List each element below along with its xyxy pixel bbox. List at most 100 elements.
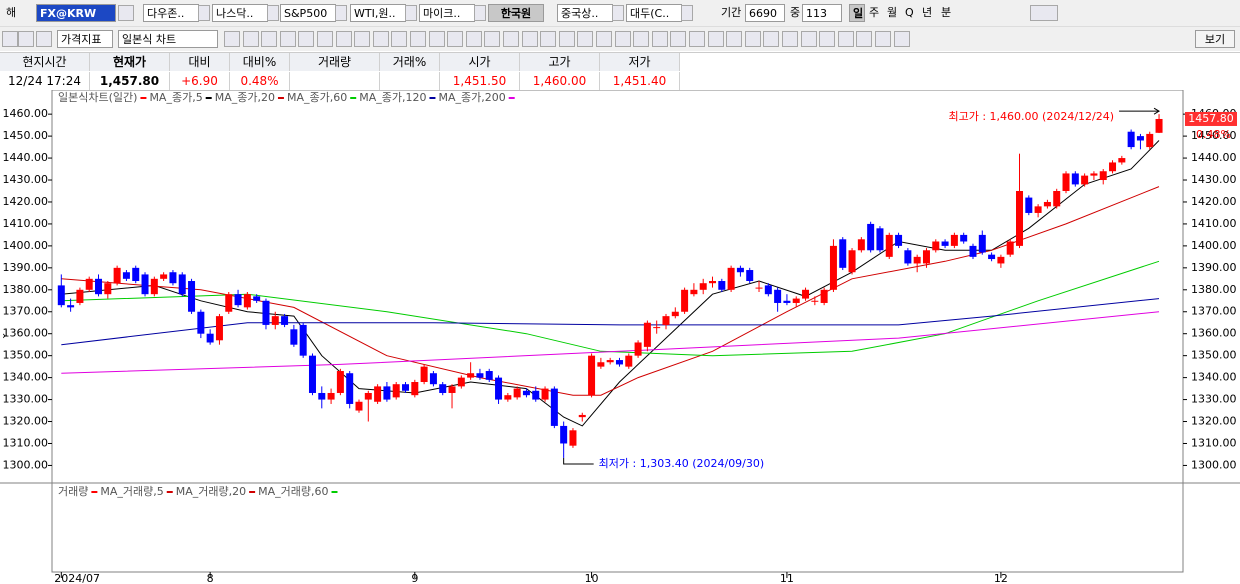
- icon-button[interactable]: [18, 31, 34, 47]
- candle-body: [355, 401, 363, 411]
- icon-button[interactable]: [726, 31, 742, 47]
- icon-button[interactable]: [391, 31, 407, 47]
- icon-button[interactable]: [2, 31, 18, 47]
- dropdown-button[interactable]: [405, 5, 417, 21]
- icon-button[interactable]: [317, 31, 333, 47]
- icon-button[interactable]: [484, 31, 500, 47]
- candle-body: [867, 223, 875, 251]
- toolbar-item[interactable]: 중: [790, 6, 801, 19]
- icon-button[interactable]: [875, 31, 891, 47]
- toolbar-item[interactable]: 일본식 차트: [118, 30, 218, 48]
- icon-button[interactable]: [280, 31, 296, 47]
- toolbar-item[interactable]: 가격지표: [57, 30, 113, 48]
- icon-button[interactable]: [447, 31, 463, 47]
- y-tick-label: 1410.00: [1191, 217, 1237, 230]
- candle-body: [829, 245, 837, 290]
- icon-button[interactable]: [801, 31, 817, 47]
- icon-button[interactable]: [856, 31, 872, 47]
- toolbar-item[interactable]: 나스닥..: [212, 4, 268, 22]
- icon-button[interactable]: [466, 31, 482, 47]
- dropdown-button[interactable]: [335, 5, 347, 21]
- y-tick-label: 1420.00: [1191, 195, 1237, 208]
- toolbar-drawing: 가격지표 일본식 차트 보기: [0, 26, 1240, 51]
- icon-button[interactable]: [373, 31, 389, 47]
- y-tick-label: 1430.00: [1191, 173, 1237, 186]
- dropdown-button[interactable]: [612, 5, 624, 21]
- icon-button[interactable]: [894, 31, 910, 47]
- toolbar-item[interactable]: 주: [869, 6, 880, 19]
- icon-button[interactable]: [354, 31, 370, 47]
- icon-button[interactable]: [596, 31, 612, 47]
- icon-button[interactable]: [708, 31, 724, 47]
- dropdown-button[interactable]: [474, 5, 486, 21]
- y-tick-label: 1420.00: [3, 195, 49, 208]
- icon-button[interactable]: [559, 31, 575, 47]
- candle-body: [932, 241, 940, 251]
- quote-table: 현지시간 12/24 17:24 현재가 1,457.80 대비 +6.90 대비% 0.48…: [0, 52, 1240, 91]
- candle-body: [848, 250, 856, 273]
- toolbar-item[interactable]: 중국상..: [557, 4, 613, 22]
- y-tick-label: 1340.00: [3, 371, 49, 384]
- candle-body: [588, 355, 596, 396]
- icon-button[interactable]: [819, 31, 835, 47]
- icon-button[interactable]: [652, 31, 668, 47]
- icon-button[interactable]: [689, 31, 705, 47]
- annotation-arrow: [563, 457, 594, 465]
- toolbar-item[interactable]: FX@KRW: [36, 4, 116, 22]
- candle-body: [113, 267, 121, 284]
- candle-body: [262, 300, 270, 325]
- icon-button[interactable]: [838, 31, 854, 47]
- candle-body: [281, 316, 289, 325]
- toolbar-item[interactable]: 6690: [745, 4, 785, 22]
- icon-button[interactable]: [224, 31, 240, 47]
- icon-button[interactable]: [615, 31, 631, 47]
- icon-button[interactable]: [410, 31, 426, 47]
- toolbar-item[interactable]: 마이크..: [419, 4, 475, 22]
- legend-title: 거래량: [58, 485, 88, 498]
- toolbar-item[interactable]: 월: [887, 6, 898, 19]
- toolbar-item[interactable]: 대두(C..: [626, 4, 682, 22]
- toolbar-item[interactable]: 113: [802, 4, 842, 22]
- icon-button[interactable]: [336, 31, 352, 47]
- toolbar-item[interactable]: Q: [905, 6, 914, 19]
- toolbar-item[interactable]: 해: [6, 6, 17, 19]
- icon-button[interactable]: [243, 31, 259, 47]
- toolbar-item[interactable]: S&P500: [280, 4, 336, 22]
- toolbar-item[interactable]: 보기: [1195, 30, 1235, 48]
- candle-body: [820, 289, 828, 303]
- icon-button[interactable]: [261, 31, 277, 47]
- candle-body: [290, 329, 298, 345]
- toolbar-item[interactable]: 일: [849, 4, 865, 22]
- candle-body: [299, 324, 307, 356]
- candle-body: [141, 274, 149, 295]
- candle-body: [485, 371, 493, 380]
- icon-button[interactable]: [670, 31, 686, 47]
- icon-button[interactable]: [298, 31, 314, 47]
- toolbar-item[interactable]: 년: [922, 6, 933, 19]
- toolbar-item[interactable]: WTI,원..: [350, 4, 406, 22]
- icon-button[interactable]: [429, 31, 445, 47]
- dropdown-button[interactable]: [681, 5, 693, 21]
- icon-button[interactable]: [36, 31, 52, 47]
- dropdown-button[interactable]: [267, 5, 279, 21]
- toolbar-item[interactable]: 한국원: [488, 4, 544, 22]
- icon-button[interactable]: [1030, 5, 1058, 21]
- icon-button[interactable]: [763, 31, 779, 47]
- icon-button[interactable]: [540, 31, 556, 47]
- toolbar-item[interactable]: 다우존..: [143, 4, 199, 22]
- dropdown-button[interactable]: [198, 5, 210, 21]
- candle-body: [960, 234, 968, 242]
- icon-button[interactable]: [633, 31, 649, 47]
- ma-line: [61, 260, 1160, 357]
- icon-button[interactable]: [522, 31, 538, 47]
- icon-button[interactable]: [118, 5, 134, 21]
- icon-button[interactable]: [782, 31, 798, 47]
- icon-button[interactable]: [745, 31, 761, 47]
- toolbar-item[interactable]: 분: [941, 6, 952, 19]
- icon-button[interactable]: [503, 31, 519, 47]
- legend-entry: MA_종가,120: [359, 91, 426, 104]
- candle-body: [392, 384, 400, 398]
- candle-body: [597, 362, 605, 367]
- toolbar-item[interactable]: 기간: [721, 6, 742, 19]
- icon-button[interactable]: [577, 31, 593, 47]
